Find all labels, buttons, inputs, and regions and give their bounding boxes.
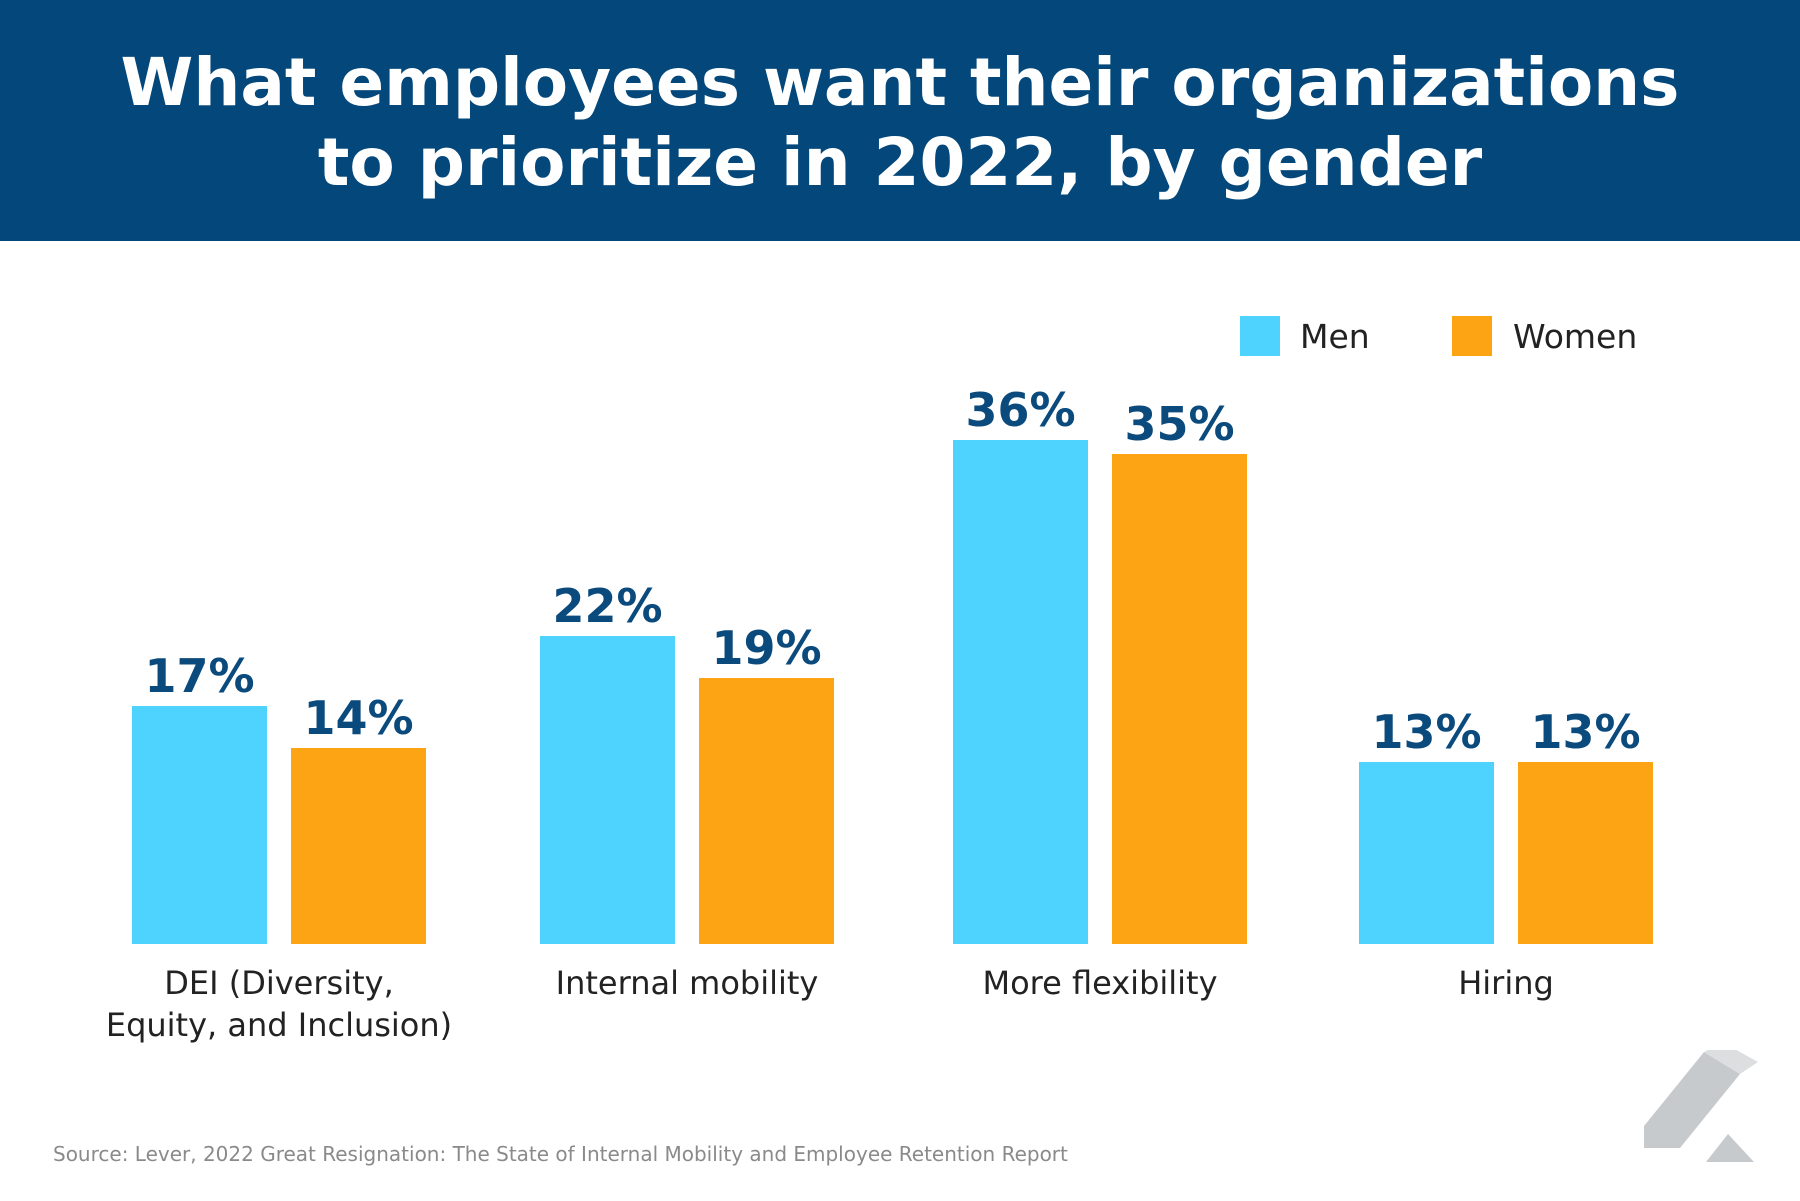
bar-men-2: [953, 440, 1088, 944]
legend-label-women: Women: [1513, 317, 1638, 356]
category-label-1: Internal mobility: [556, 964, 819, 1002]
data-label-women-1: 19%: [711, 621, 821, 675]
data-label-men-3: 13%: [1371, 705, 1481, 759]
source-note: Source: Lever, 2022 Great Resignation: T…: [53, 1142, 1068, 1166]
data-label-women-3: 13%: [1530, 705, 1640, 759]
legend-swatch-women: [1452, 316, 1492, 356]
bar-women-2: [1112, 454, 1247, 944]
bar-men-1: [540, 636, 675, 944]
bar-women-0: [291, 748, 426, 944]
data-label-men-1: 22%: [552, 579, 662, 633]
bar-men-3: [1359, 762, 1494, 944]
data-label-women-0: 14%: [303, 691, 413, 745]
category-label-0-line-0: DEI (Diversity,: [164, 964, 393, 1002]
lever-logo-icon: [1640, 1042, 1760, 1169]
bar-men-0: [132, 706, 267, 944]
legend-swatch-men: [1240, 316, 1280, 356]
data-label-men-0: 17%: [144, 649, 254, 703]
bar-women-1: [699, 678, 834, 944]
legend-label-men: Men: [1300, 317, 1370, 356]
chart-title-line-2: to prioritize in 2022, by gender: [317, 124, 1483, 201]
chart-title-line-1: What employees want their organizations: [120, 44, 1680, 121]
category-label-3: Hiring: [1458, 964, 1554, 1002]
data-label-men-2: 36%: [965, 383, 1075, 437]
title-banner: What employees want their organizations …: [0, 0, 1800, 241]
category-label-2: More flexibility: [982, 964, 1217, 1002]
category-label-0-line-1: Equity, and Inclusion): [106, 1006, 452, 1044]
data-label-women-2: 35%: [1124, 397, 1234, 451]
bar-women-3: [1518, 762, 1653, 944]
